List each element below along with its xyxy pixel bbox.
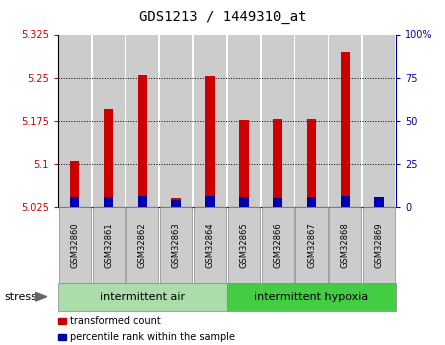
Bar — [307, 119, 316, 207]
Bar — [363, 34, 395, 207]
Bar — [70, 161, 80, 207]
Text: GSM32865: GSM32865 — [239, 222, 248, 268]
Bar — [273, 119, 283, 207]
Text: GSM32869: GSM32869 — [375, 222, 384, 268]
Text: GSM32867: GSM32867 — [307, 222, 316, 268]
Bar — [329, 34, 361, 207]
Bar — [104, 197, 113, 207]
Bar — [70, 197, 80, 207]
Text: transformed count: transformed count — [70, 316, 161, 326]
Bar — [126, 34, 158, 207]
Bar — [262, 34, 294, 207]
Bar — [239, 120, 249, 207]
Text: stress: stress — [4, 292, 37, 302]
Text: GSM32863: GSM32863 — [172, 222, 181, 268]
Text: percentile rank within the sample: percentile rank within the sample — [70, 332, 235, 342]
Text: GSM32862: GSM32862 — [138, 222, 147, 268]
Text: GSM32861: GSM32861 — [104, 222, 113, 268]
Bar — [205, 77, 215, 207]
Bar — [104, 109, 113, 207]
Bar — [138, 75, 147, 207]
Bar — [295, 34, 328, 207]
Bar — [138, 196, 147, 207]
Text: GSM32868: GSM32868 — [341, 222, 350, 268]
Text: GSM32866: GSM32866 — [273, 222, 282, 268]
Bar — [171, 198, 181, 207]
Bar — [228, 34, 260, 207]
Bar — [273, 198, 283, 207]
Bar — [340, 196, 350, 207]
Bar — [59, 34, 91, 207]
Bar — [93, 34, 125, 207]
Bar — [194, 34, 226, 207]
Bar — [205, 196, 215, 207]
Text: GSM32860: GSM32860 — [70, 222, 79, 268]
Text: intermittent air: intermittent air — [100, 292, 185, 302]
Bar — [307, 197, 316, 207]
Bar — [239, 197, 249, 207]
Bar — [374, 204, 384, 207]
Text: GSM32864: GSM32864 — [206, 222, 214, 268]
Bar — [340, 52, 350, 207]
Bar — [160, 34, 192, 207]
Text: intermittent hypoxia: intermittent hypoxia — [255, 292, 368, 302]
Bar — [374, 197, 384, 207]
Bar — [171, 199, 181, 207]
Text: GDS1213 / 1449310_at: GDS1213 / 1449310_at — [139, 10, 306, 24]
